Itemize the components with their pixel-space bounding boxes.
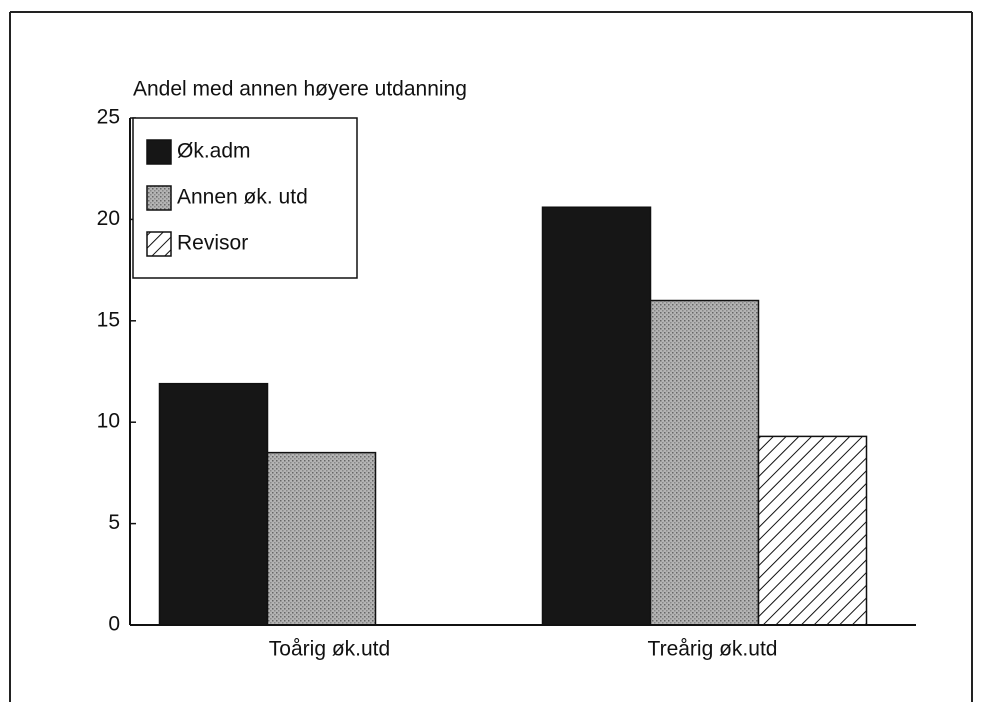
x-tick-label: Treårig øk.utd: [648, 638, 778, 661]
chart-title: Andel med annen høyere utdanning: [133, 78, 467, 101]
y-tick-label: 0: [108, 613, 120, 636]
y-tick-label: 25: [97, 106, 120, 129]
y-tick-label: 5: [108, 511, 120, 534]
legend-swatch: [146, 231, 172, 257]
y-tick-label: 15: [97, 308, 120, 331]
y-tick-label: 20: [97, 207, 120, 230]
legend-label: Revisor: [177, 232, 248, 255]
bar: [158, 382, 269, 626]
bar: [266, 451, 377, 626]
legend-label: Annen øk. utd: [177, 186, 308, 209]
legend-label: Øk.adm: [177, 140, 251, 163]
x-tick-label: Toårig øk.utd: [269, 638, 390, 661]
bar: [649, 299, 760, 626]
legend-swatch: [146, 139, 172, 165]
y-tick-label: 10: [97, 410, 120, 433]
frame: [9, 11, 973, 702]
bar: [541, 206, 652, 626]
legend-swatch: [146, 185, 172, 211]
bar: [757, 435, 868, 626]
